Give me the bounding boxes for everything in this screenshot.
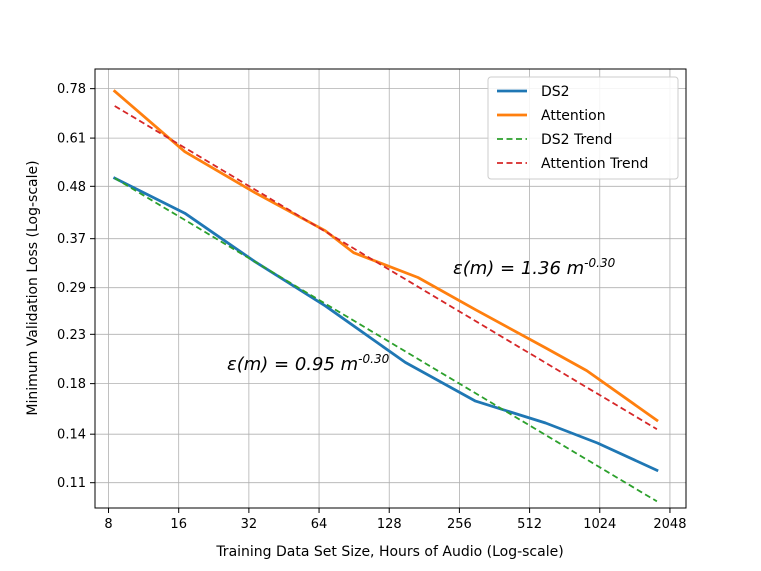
x-tick-label: 2048 bbox=[653, 517, 686, 532]
x-axis-label: Training Data Set Size, Hours of Audio (… bbox=[215, 544, 563, 560]
y-tick-label: 0.78 bbox=[57, 82, 86, 97]
y-tick-label: 0.23 bbox=[57, 328, 86, 343]
y-tick-label: 0.61 bbox=[57, 132, 86, 147]
x-tick-label: 512 bbox=[517, 517, 542, 532]
y-tick-label: 0.37 bbox=[57, 232, 86, 247]
plot-frame bbox=[94, 68, 687, 509]
annotation-ds2-text: ε(m) = 0.95 m bbox=[227, 354, 358, 375]
y-tick-label: 0.29 bbox=[57, 281, 86, 296]
annotation-ds2: ε(m) = 0.95 m-0.30 bbox=[227, 352, 390, 375]
y-tick-label: 0.18 bbox=[57, 377, 86, 392]
legend-label-attention: Attention bbox=[541, 108, 606, 124]
annotation-attention: ε(m) = 1.36 m-0.30 bbox=[453, 256, 616, 279]
legend-frame bbox=[487, 76, 679, 180]
legend-label-attention-trend: Attention Trend bbox=[541, 156, 648, 172]
x-tick-label: 64 bbox=[311, 517, 328, 532]
y-tick-label: 0.14 bbox=[57, 428, 86, 443]
legend: DS2 Attention DS2 Trend Attention Trend bbox=[487, 76, 679, 180]
legend-label-ds2-trend: DS2 Trend bbox=[541, 132, 612, 148]
series-layer bbox=[112, 89, 659, 503]
series-line-attention bbox=[112, 89, 659, 423]
annotation-ds2-exponent: -0.30 bbox=[358, 352, 389, 366]
series-line-attention-trend bbox=[114, 105, 658, 430]
series-line-ds2 bbox=[112, 176, 659, 473]
y-tick-label: 0.11 bbox=[57, 476, 86, 491]
x-tick-label: 16 bbox=[170, 517, 187, 532]
y-axis-label: Minimum Validation Loss (Log-scale) bbox=[25, 160, 41, 415]
y-tick-label: 0.48 bbox=[57, 180, 86, 195]
x-tick-label: 32 bbox=[241, 517, 258, 532]
series-line-ds2-trend bbox=[114, 177, 658, 503]
x-tick-label: 256 bbox=[447, 517, 472, 532]
legend-label-ds2: DS2 bbox=[541, 84, 570, 100]
ticks: 8 16 32 64 128 256 512 1024 2048 0.11 0.14 0.18 0.23… bbox=[57, 82, 686, 532]
x-tick-label: 128 bbox=[377, 517, 402, 532]
annotation-attention-text: ε(m) = 1.36 m bbox=[453, 258, 584, 279]
x-tick-label: 8 bbox=[104, 517, 112, 532]
x-tick-label: 1024 bbox=[583, 517, 616, 532]
legend-items: DS2 Attention DS2 Trend Attention Trend bbox=[497, 84, 648, 172]
annotation-attention-exponent: -0.30 bbox=[584, 256, 615, 270]
